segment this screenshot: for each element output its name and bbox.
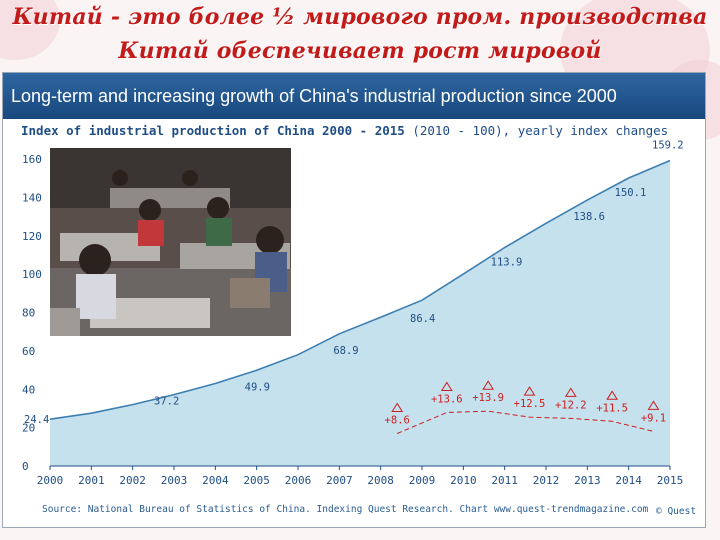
y-tick-label: 40 [22,383,35,396]
chart-source: Source: National Bureau of Statistics of… [42,504,649,515]
x-tick-label: 2013 [574,474,601,487]
change-label: +9.1 [641,412,666,424]
x-tick-label: 2005 [243,474,270,487]
y-tick-label: 100 [22,268,42,281]
y-tick-label: 0 [22,460,29,473]
x-tick-label: 2002 [119,474,146,487]
x-tick-label: 2014 [615,474,642,487]
change-marker [647,400,660,410]
chart-title-bold: Index of industrial production of China … [21,123,405,138]
chart-title-normal: (2010 - 100), yearly index changes [404,123,669,138]
x-tick-label: 2007 [326,474,353,487]
factory-workers-photo [50,148,291,336]
change-marker [606,390,619,400]
y-tick-label: 20 [22,422,35,435]
photo-illustration [50,148,291,336]
change-label: +12.2 [555,399,587,411]
x-tick-label: 2006 [285,474,312,487]
x-tick-label: 2012 [533,474,560,487]
change-marker [440,381,453,391]
chart-banner: Long-term and increasing growth of China… [3,73,705,119]
x-tick-label: 2003 [161,474,188,487]
x-tick-label: 2000 [37,474,64,487]
x-tick-label: 2010 [450,474,477,487]
change-label: +8.6 [385,414,410,426]
y-tick-label: 160 [22,153,42,166]
data-label: 138.6 [573,211,605,223]
change-label: +13.6 [431,393,463,405]
x-tick-label: 2015 [657,474,684,487]
slide-title-line-1: Китай - это более ½ мирового пром. произ… [12,4,708,30]
change-label: +11.5 [596,402,628,414]
change-label: +12.5 [514,398,546,410]
x-tick-label: 2004 [202,474,229,487]
x-tick-label: 2009 [409,474,436,487]
x-tick-label: 2011 [491,474,518,487]
change-marker [564,387,577,397]
data-label: 68.9 [333,345,358,357]
change-marker [391,402,404,412]
data-label: 159.2 [652,140,684,152]
y-tick-label: 60 [22,345,35,358]
data-label: 150.1 [615,187,647,199]
x-tick-label: 2008 [367,474,394,487]
data-label: 113.9 [491,256,523,268]
data-label: 49.9 [245,381,270,393]
data-label: 86.4 [410,313,435,325]
y-tick-label: 120 [22,230,42,243]
chart-copyright: © Quest [656,506,697,517]
y-tick-label: 80 [22,307,35,320]
series-line [49,159,671,420]
change-marker [523,386,536,396]
data-label: 24.4 [24,414,49,426]
y-tick-label: 140 [22,191,42,204]
chart-title: Index of industrial production of China … [21,123,668,138]
data-label: 37.2 [154,396,179,408]
area-fill [50,160,670,466]
change-label: +13.9 [472,392,504,404]
change-marker [482,380,495,390]
x-tick-label: 2001 [78,474,105,487]
change-trend-line [397,410,654,434]
